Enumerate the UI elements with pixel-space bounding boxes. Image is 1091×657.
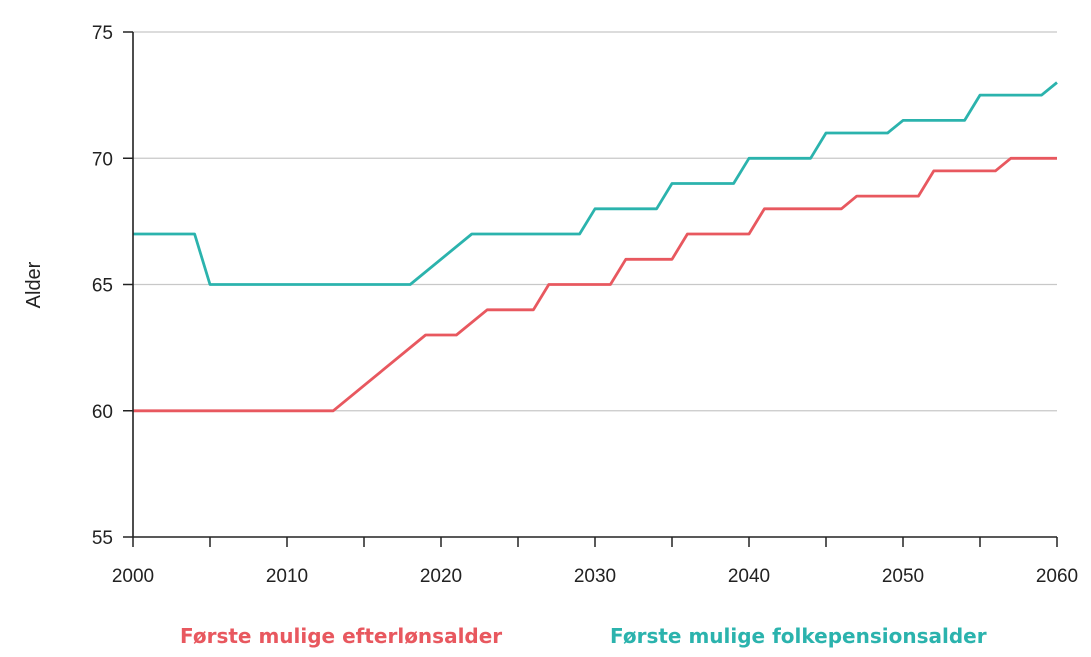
x-tick-label-2060: 2060 [1036, 566, 1078, 587]
y-tick-label-70: 70 [92, 149, 113, 170]
x-tick-label-2050: 2050 [882, 566, 924, 587]
y-tick-label-75: 75 [92, 23, 113, 44]
y-tick-label-55: 55 [92, 528, 113, 549]
legend-entry-1: Første mulige efterlønsalder [180, 624, 502, 648]
x-tick-label-2030: 2030 [574, 566, 616, 587]
series-line-2 [133, 81, 1058, 286]
y-axis-title: Alder [23, 261, 45, 308]
legend: Første mulige efterlønsalder Første mulig… [180, 624, 987, 648]
axes [123, 31, 1058, 547]
y-tick-label-65: 65 [92, 276, 113, 297]
x-tick-label-2010: 2010 [266, 566, 308, 587]
x-tick-label-2040: 2040 [728, 566, 770, 587]
y-tick-label-60: 60 [92, 402, 113, 423]
gridlines [133, 31, 1057, 412]
series-line-1 [133, 156, 1057, 413]
tick-labels: 55 60 65 70 75 2000 2010 2020 2030 2040 2050 2060 [92, 23, 1078, 587]
series-lines [133, 81, 1058, 413]
x-tick-label-2020: 2020 [420, 566, 462, 587]
x-tick-label-2000: 2000 [112, 566, 154, 587]
legend-entry-2: Første mulige folkepensionsalder [610, 624, 987, 648]
